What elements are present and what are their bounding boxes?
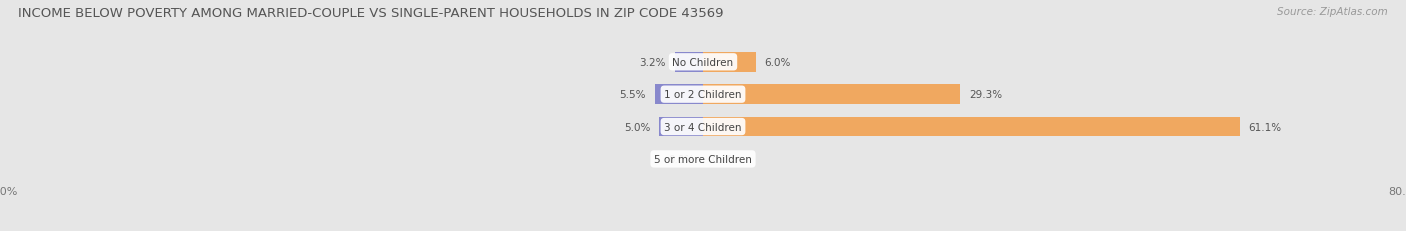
Text: Source: ZipAtlas.com: Source: ZipAtlas.com	[1277, 7, 1388, 17]
Text: 5.5%: 5.5%	[620, 90, 645, 100]
Text: 1 or 2 Children: 1 or 2 Children	[664, 90, 742, 100]
Bar	[703, 117, 1240, 137]
Bar	[675, 53, 703, 72]
Bar	[703, 53, 756, 72]
FancyBboxPatch shape	[0, 62, 1406, 231]
Bar	[655, 85, 703, 104]
Text: 6.0%: 6.0%	[765, 58, 792, 67]
Text: 61.1%: 61.1%	[1249, 122, 1282, 132]
Text: 29.3%: 29.3%	[969, 90, 1002, 100]
Text: INCOME BELOW POVERTY AMONG MARRIED-COUPLE VS SINGLE-PARENT HOUSEHOLDS IN ZIP COD: INCOME BELOW POVERTY AMONG MARRIED-COUPL…	[18, 7, 724, 20]
Text: No Children: No Children	[672, 58, 734, 67]
Bar	[659, 117, 703, 137]
Text: 3.2%: 3.2%	[640, 58, 666, 67]
Bar	[703, 85, 960, 104]
Text: 3 or 4 Children: 3 or 4 Children	[664, 122, 742, 132]
FancyBboxPatch shape	[0, 0, 1406, 192]
Text: 5 or more Children: 5 or more Children	[654, 154, 752, 164]
Text: 5.0%: 5.0%	[624, 122, 650, 132]
Text: 0.0%: 0.0%	[711, 154, 738, 164]
Text: 0.0%: 0.0%	[668, 154, 695, 164]
FancyBboxPatch shape	[0, 30, 1406, 224]
FancyBboxPatch shape	[0, 0, 1406, 160]
